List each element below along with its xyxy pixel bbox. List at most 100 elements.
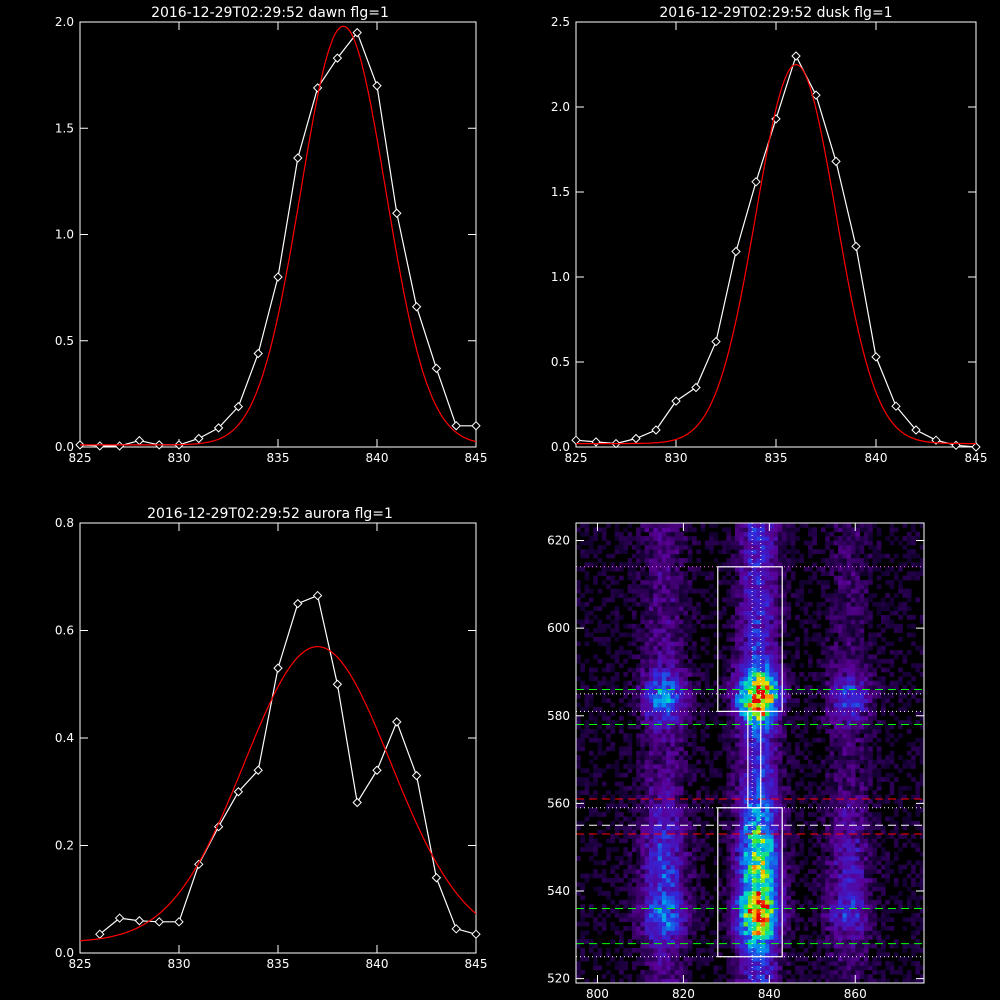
- heatmap-cell: [644, 558, 650, 563]
- heatmap-cell: [717, 965, 723, 971]
- heatmap-cell: [820, 816, 826, 822]
- heatmap-cell: [627, 978, 633, 984]
- heatmap-cell: [700, 593, 706, 598]
- heatmap-cell: [593, 917, 598, 923]
- heatmap-cell: [644, 720, 650, 725]
- heatmap-cell: [661, 943, 667, 949]
- heatmap-cell: [606, 851, 611, 857]
- heatmap-cell: [588, 676, 594, 682]
- heatmap-cell: [756, 667, 762, 673]
- heatmap-cell: [601, 566, 607, 572]
- heatmap-cell: [666, 790, 671, 795]
- heatmap-cell: [752, 939, 757, 944]
- dusk-data-point: [731, 246, 741, 257]
- heatmap-cell: [666, 715, 671, 721]
- heatmap-cell: [593, 781, 598, 787]
- heatmap-cell: [833, 702, 839, 708]
- heatmap-cell: [653, 799, 658, 804]
- heatmap-cell: [623, 527, 628, 533]
- heatmap-cell: [735, 742, 740, 747]
- heatmap-cell: [627, 562, 633, 568]
- heatmap-cell: [679, 698, 684, 703]
- heatmap-cell: [842, 790, 848, 795]
- heatmap-cell: [735, 777, 740, 782]
- heatmap-cell: [631, 575, 637, 581]
- heatmap-cell: [661, 912, 667, 918]
- heatmap-cell: [722, 527, 727, 533]
- heatmap-cell: [786, 777, 792, 782]
- heatmap-cell: [747, 926, 753, 931]
- heatmap-cell: [576, 781, 581, 787]
- heatmap-cell: [735, 580, 740, 585]
- heatmap-cell: [606, 952, 611, 958]
- heatmap-cell: [601, 562, 607, 568]
- heatmap-cell: [756, 851, 762, 857]
- heatmap-cell: [640, 777, 646, 782]
- heatmap-cell: [786, 588, 792, 594]
- heatmap-cell: [640, 952, 646, 958]
- heatmap-cell: [829, 746, 835, 752]
- heatmap-cell: [812, 842, 817, 848]
- heatmap-cell: [614, 566, 620, 572]
- heatmap-cell: [627, 742, 633, 747]
- heatmap-cell: [747, 720, 753, 725]
- heatmap-cell: [739, 856, 744, 861]
- heatmap-cell: [696, 921, 701, 927]
- heatmap-cell: [726, 601, 732, 607]
- heatmap-cell: [692, 724, 697, 730]
- heatmap-cell: [760, 685, 766, 690]
- heatmap-cell: [704, 904, 710, 909]
- heatmap-cell: [829, 952, 835, 958]
- heatmap-cell: [636, 934, 641, 940]
- heatmap-cell: [619, 790, 624, 795]
- heatmap-cell: [636, 750, 641, 756]
- heatmap-cell: [653, 711, 658, 717]
- heatmap-cell: [606, 584, 611, 590]
- heatmap-cell: [769, 921, 774, 927]
- dawn-data-line: [80, 31, 476, 447]
- heatmap-cell: [808, 759, 813, 765]
- heatmap-cell: [777, 895, 783, 901]
- heatmap-cell: [769, 650, 774, 655]
- heatmap-cell: [717, 615, 723, 620]
- heatmap-cell: [829, 558, 835, 563]
- heatmap-cell: [790, 877, 796, 883]
- heatmap-cell: [674, 540, 680, 546]
- heatmap-cell: [812, 917, 817, 923]
- heatmap-cell: [687, 794, 693, 800]
- heatmap-cell: [777, 720, 783, 725]
- heatmap-cell: [661, 562, 667, 568]
- heatmap-cell: [773, 847, 779, 852]
- heatmap-cell: [820, 672, 826, 677]
- heatmap-cell: [627, 755, 633, 760]
- heatmap-cell: [773, 623, 779, 629]
- heatmap-cell: [743, 641, 749, 647]
- heatmap-cell: [709, 571, 714, 576]
- heatmap-cell: [812, 921, 817, 927]
- heatmap-cell: [816, 689, 822, 695]
- heatmap-cell: [593, 562, 598, 568]
- heatmap-cell: [765, 851, 770, 857]
- heatmap-cell: [782, 566, 787, 572]
- heatmap-cell: [644, 917, 650, 923]
- heatmap-cell: [752, 864, 757, 870]
- heatmap-cell: [747, 895, 753, 901]
- heatmap-cell: [820, 645, 826, 651]
- heatmap-cell: [825, 711, 830, 717]
- heatmap-cell: [631, 820, 637, 826]
- heatmap-cell: [730, 650, 736, 655]
- heatmap-cell: [644, 777, 650, 782]
- heatmap-cell: [765, 580, 770, 585]
- heatmap-cell: [790, 842, 796, 848]
- heatmap-cell: [687, 948, 693, 953]
- heatmap-cell: [739, 523, 744, 528]
- heatmap-cell: [661, 908, 667, 914]
- heatmap-cell: [795, 869, 800, 874]
- heatmap-cell: [679, 895, 684, 901]
- heatmap-cell: [773, 527, 779, 533]
- heatmap-cell: [735, 750, 740, 756]
- heatmap-cell: [649, 877, 654, 883]
- heatmap-cell: [619, 781, 624, 787]
- heatmap-cell: [765, 667, 770, 673]
- heatmap-cell: [752, 553, 757, 559]
